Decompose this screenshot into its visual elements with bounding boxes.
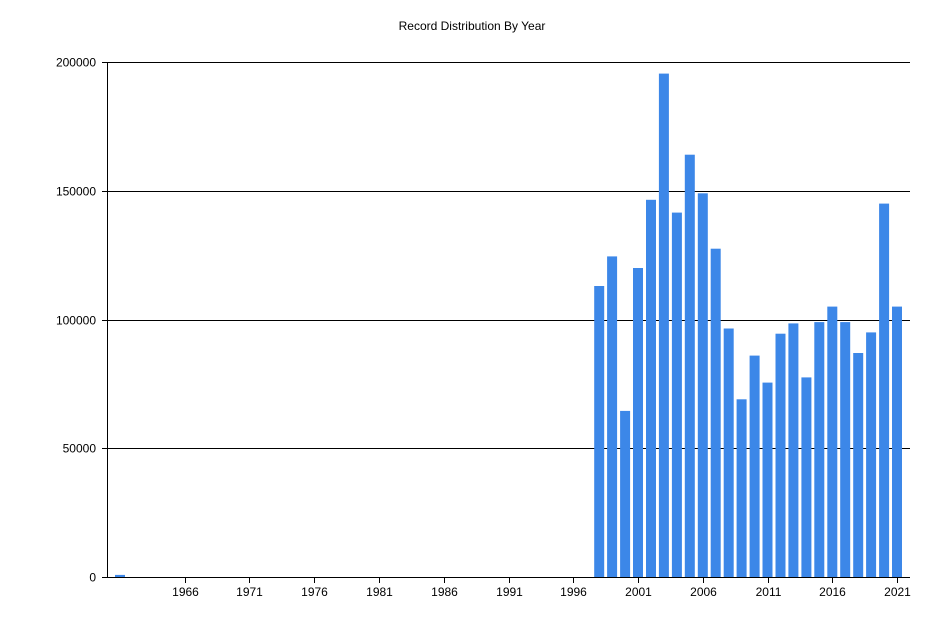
y-tick-label: 150000 <box>56 185 96 199</box>
y-tick-labels: 0 50000 100000 150000 200000 <box>56 56 96 585</box>
bar <box>840 322 851 577</box>
bar <box>723 328 734 577</box>
bar <box>762 382 773 577</box>
bar <box>801 377 812 577</box>
bar <box>814 322 825 577</box>
x-tick-label: 1981 <box>366 585 393 599</box>
bar <box>788 323 799 577</box>
bar <box>892 306 902 577</box>
bar <box>671 212 682 577</box>
bar <box>115 574 125 577</box>
x-tick-label: 2016 <box>819 585 846 599</box>
axes <box>102 62 910 583</box>
x-tick-label: 2006 <box>690 585 717 599</box>
x-tick-label: 1986 <box>431 585 458 599</box>
x-tick-label: 2021 <box>884 585 911 599</box>
bar <box>749 355 760 577</box>
x-tick-label: 1971 <box>236 585 263 599</box>
bar <box>879 203 890 577</box>
bar <box>684 154 695 577</box>
bar <box>594 286 605 577</box>
x-tick-label: 1991 <box>496 585 523 599</box>
bar <box>710 248 721 577</box>
gridlines <box>102 62 910 449</box>
bar <box>607 256 618 577</box>
y-tick-label: 50000 <box>63 442 97 456</box>
x-tick-label: 2001 <box>625 585 652 599</box>
x-tick-label: 1966 <box>172 585 199 599</box>
bar <box>697 193 708 578</box>
chart-title: Record Distribution By Year <box>399 19 546 33</box>
bar <box>853 353 864 577</box>
y-tick-label: 200000 <box>56 56 96 70</box>
bar <box>633 268 643 577</box>
bars <box>115 73 902 578</box>
bar <box>827 306 838 577</box>
x-tick-label: 2011 <box>756 585 782 599</box>
y-tick-label: 100000 <box>56 314 96 328</box>
x-tick-label: 1976 <box>301 585 328 599</box>
bar <box>866 332 877 577</box>
bar <box>658 73 669 577</box>
bar <box>646 199 656 578</box>
bar <box>620 410 631 577</box>
bar <box>736 399 747 577</box>
bar <box>775 333 786 577</box>
x-tick-labels: 1966 1971 1976 1981 1986 1991 1996 2001 2006 2011… <box>172 585 911 599</box>
y-tick-label: 0 <box>89 571 96 585</box>
x-tick-label: 1996 <box>560 585 587 599</box>
